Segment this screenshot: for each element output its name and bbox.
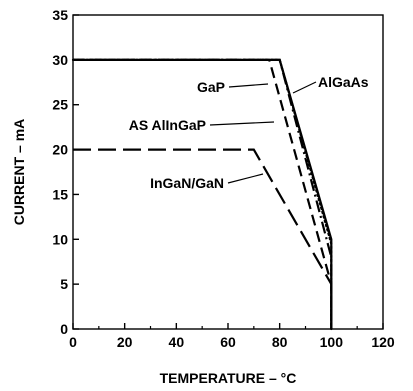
x-tick-label: 100: [320, 334, 344, 350]
annotation-algaas: AlGaAs: [318, 74, 369, 90]
leader-line-ingan-gan: [227, 173, 264, 184]
x-tick-label: 40: [169, 334, 185, 350]
leader-line-gap: [228, 83, 269, 88]
y-tick-label: 15: [52, 186, 68, 202]
y-tick-label: 5: [60, 276, 68, 292]
x-tick-label: 60: [220, 334, 236, 350]
x-axis-title: TEMPERATURE – °C: [160, 370, 297, 386]
series-layer: [71, 58, 333, 331]
x-tick-label: 80: [272, 334, 288, 350]
leader-line-as-alingap: [209, 121, 275, 126]
x-tick-label: 0: [69, 334, 77, 350]
y-tick-label: 25: [52, 97, 68, 113]
annotation-layer: GaP AlGaAs AS AlInGaP InGaN/GaN: [129, 74, 369, 191]
series-line-unlabeled-4: [73, 58, 333, 329]
y-axis-ticks: 0 5 10 15 20 25 30 35: [52, 7, 79, 337]
series-line-as-alingap: [73, 58, 333, 329]
leader-line-algaas: [292, 81, 317, 94]
plot-border: [72, 14, 384, 330]
annotation-gap: GaP: [197, 79, 225, 95]
y-tick-label: 30: [52, 52, 68, 68]
y-tick-label: 10: [52, 231, 68, 247]
series-line-gap: [71, 58, 333, 331]
y-tick-label: 0: [60, 321, 68, 337]
annotation-as-alingap: AS AlInGaP: [129, 117, 206, 133]
x-axis-ticks: 0 20 40 60 80 100 120: [69, 323, 395, 350]
y-tick-label: 20: [52, 142, 68, 158]
y-axis-title: CURRENT – mA: [11, 119, 27, 226]
annotation-ingan-gan: InGaN/GaN: [150, 175, 224, 191]
x-tick-label: 20: [117, 334, 133, 350]
series-line-algaas: [73, 58, 333, 329]
y-tick-label: 35: [52, 7, 68, 23]
plot-frame: [72, 14, 384, 330]
x-tick-label: 120: [371, 334, 395, 350]
